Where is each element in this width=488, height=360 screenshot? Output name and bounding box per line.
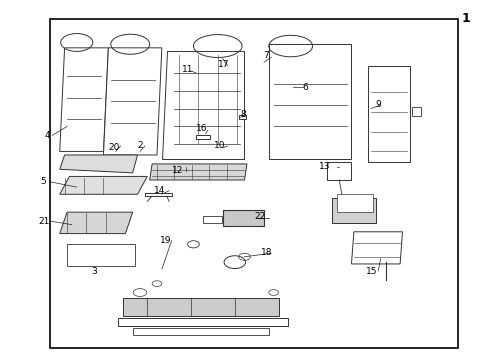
Polygon shape [351,232,402,264]
Polygon shape [336,194,372,212]
Bar [222,210,264,226]
Polygon shape [132,328,268,336]
Polygon shape [60,48,108,152]
Polygon shape [196,135,210,139]
Polygon shape [103,48,162,155]
Text: 5: 5 [40,177,45,186]
Text: 13: 13 [318,162,330,171]
Bar [411,107,420,116]
Text: 10: 10 [214,141,225,150]
Polygon shape [144,193,171,196]
Polygon shape [60,155,137,173]
Bar [238,115,245,119]
Text: 22: 22 [254,212,265,221]
Polygon shape [60,176,147,194]
Text: 6: 6 [302,83,307,92]
Text: 16: 16 [196,125,207,134]
Polygon shape [67,244,135,266]
Text: 15: 15 [366,267,377,276]
Polygon shape [268,44,351,158]
Text: 1: 1 [460,12,469,25]
Text: 12: 12 [171,166,183,175]
Polygon shape [149,164,246,180]
Polygon shape [162,51,244,158]
Text: 18: 18 [260,248,272,257]
Text: 20: 20 [108,143,120,152]
Bar [118,318,287,327]
Text: 19: 19 [159,235,171,244]
Text: 14: 14 [153,185,165,194]
Text: 2: 2 [137,141,142,150]
Text: 3: 3 [91,267,97,276]
Text: 8: 8 [240,110,246,119]
Polygon shape [60,212,132,234]
Polygon shape [122,298,278,316]
Text: 17: 17 [218,60,229,69]
Text: 11: 11 [182,66,193,75]
Text: 7: 7 [263,51,269,60]
Text: 4: 4 [45,131,50,140]
Polygon shape [368,66,409,162]
Bar [203,216,221,223]
Text: 21: 21 [39,217,50,226]
Polygon shape [326,162,351,180]
Polygon shape [331,198,375,223]
Text: 9: 9 [375,100,380,109]
Bar [50,19,458,348]
